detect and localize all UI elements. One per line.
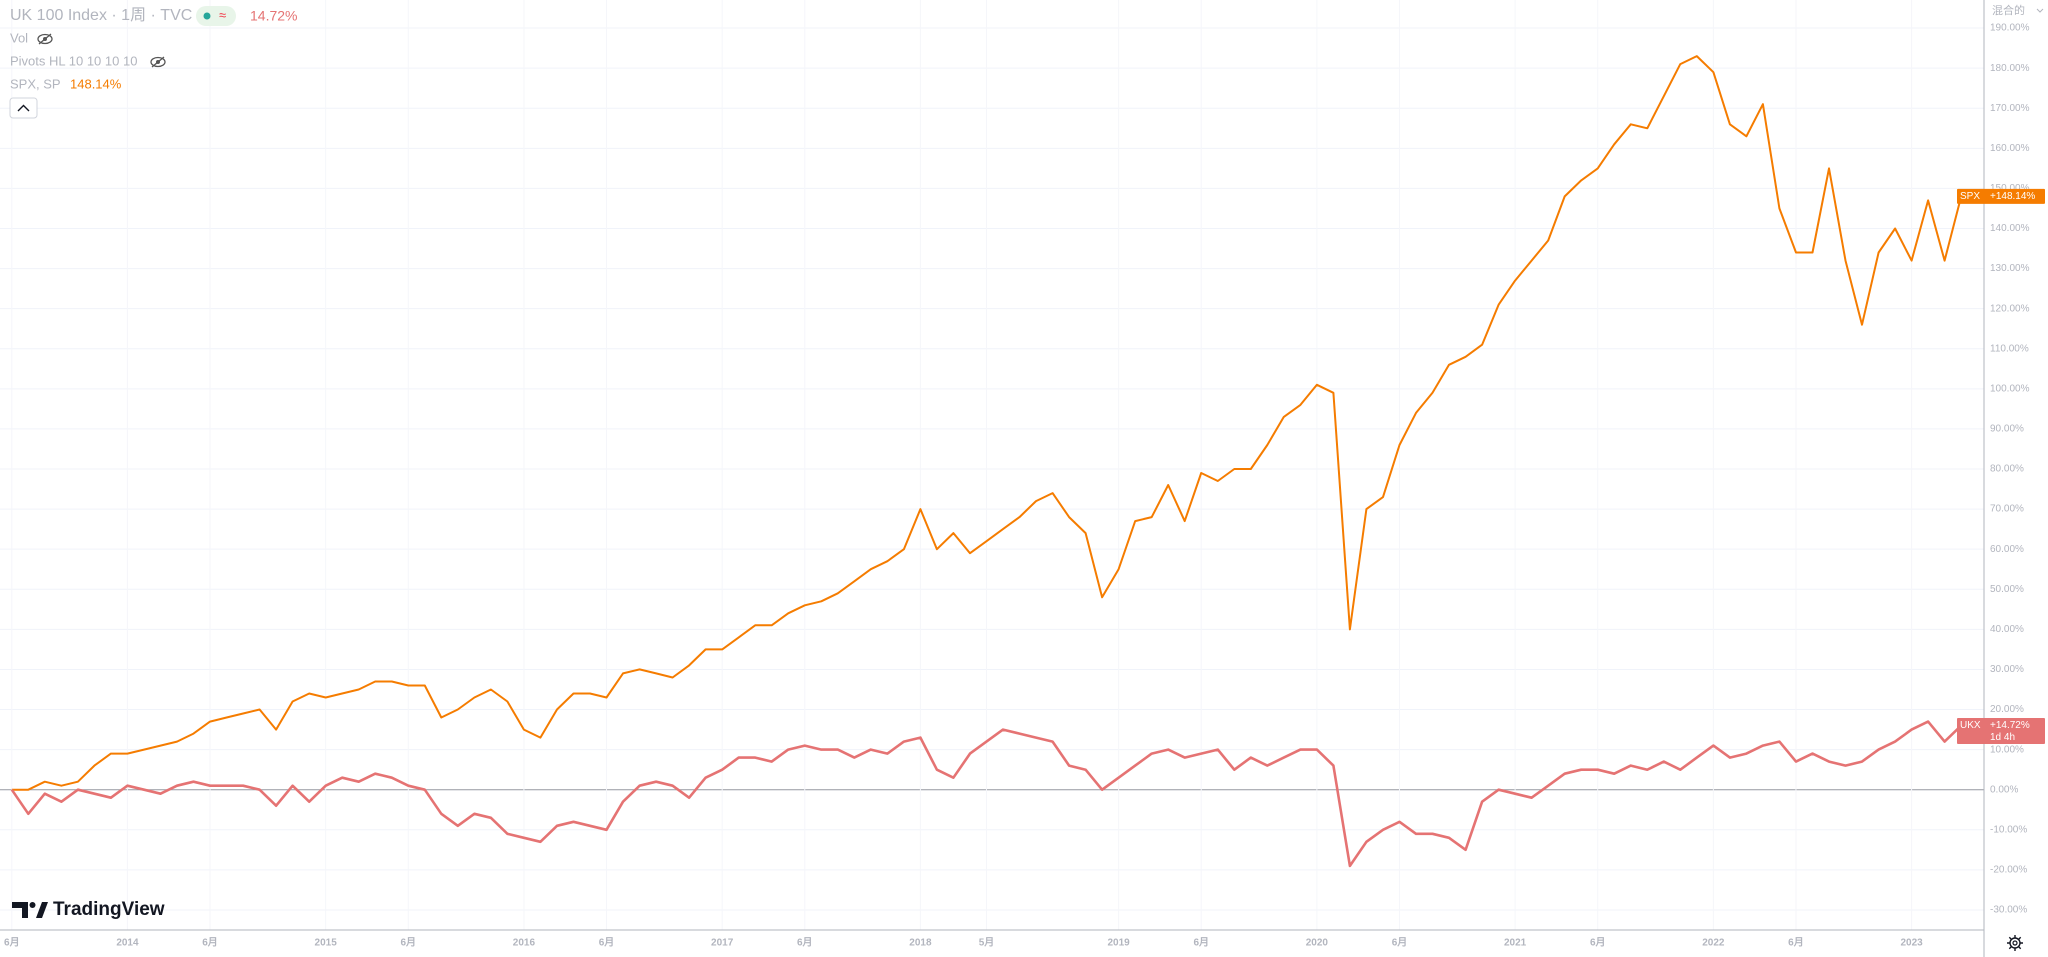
price-tag	[1957, 188, 2045, 204]
price-tag-countdown: 1d 4h	[1990, 732, 2015, 743]
series-line	[10, 720, 1963, 868]
symbol-title[interactable]: UK 100 Index · 1周 · TVC	[10, 7, 192, 24]
brand-logo[interactable]: TradingView	[12, 899, 165, 920]
time-axis: 6月 2014 6月 2015 6月 2016 6月 2017 6月 2018 5月 2019 6月 20…	[4, 937, 1923, 949]
market-status	[203, 12, 211, 20]
price-tag	[1957, 718, 2045, 745]
logo-dot	[29, 902, 36, 908]
x-tick-label: 2016	[513, 938, 536, 949]
y-tick-label: 100.00%	[1990, 383, 2030, 394]
price-axis: -30.00% -20.00% -10.00% 0.00% 10.00% 20.00% 30…	[1990, 23, 2030, 916]
y-tick-label: 190.00%	[1990, 23, 2030, 34]
y-tick-label: 130.00%	[1990, 263, 2030, 274]
price-tag-name: UKX	[1960, 720, 1981, 731]
y-tick-label: 170.00%	[1990, 103, 2030, 114]
series-line	[11, 55, 1963, 791]
x-tick-label: 2014	[116, 938, 139, 949]
price-tag-value: +148.14%	[1990, 191, 2035, 202]
y-tick-label: 120.00%	[1990, 303, 2030, 314]
y-tick-label: 180.00%	[1990, 63, 2030, 74]
x-tick-label: 6月	[1788, 937, 1804, 949]
y-tick-label: 0.00%	[1990, 784, 2018, 795]
y-tick-label: -30.00%	[1990, 905, 2027, 916]
settings-icon[interactable]	[2007, 935, 2023, 951]
x-tick-label: 6月	[797, 937, 813, 949]
hidden-eye-icon[interactable]	[150, 56, 166, 68]
y-tick-label: 70.00%	[1990, 504, 2024, 515]
compare-change: 148.14%	[70, 76, 122, 91]
price-tag-value: +14.72%	[1990, 720, 2030, 731]
collapse-button[interactable]	[9, 97, 38, 119]
brand-name: TradingView	[53, 899, 165, 920]
indicator-pivots[interactable]: Pivots HL 10 10 10 10	[10, 53, 137, 68]
x-tick-label: 2018	[909, 938, 932, 949]
y-tick-label: 40.00%	[1990, 624, 2024, 635]
y-tick-label: -10.00%	[1990, 824, 2027, 835]
x-tick-label: 6月	[1392, 937, 1408, 949]
price-tags: SPX +148.14% UKX +14.72%1d 4h	[1957, 188, 2045, 745]
compare-symbol[interactable]: SPX, SP	[10, 76, 61, 91]
y-tick-label: 60.00%	[1990, 544, 2024, 555]
x-tick-label: 2017	[711, 938, 734, 949]
y-tick-label: 90.00%	[1990, 424, 2024, 435]
x-tick-label: 2022	[1702, 938, 1725, 949]
x-tick-label: 2020	[1306, 938, 1329, 949]
x-tick-label: 2021	[1504, 938, 1527, 949]
grid	[0, 27, 1984, 911]
y-tick-label: 80.00%	[1990, 464, 2024, 475]
logo-slash	[36, 902, 48, 918]
x-tick-label: 5月	[979, 937, 995, 949]
y-tick-label: 160.00%	[1990, 143, 2030, 154]
scale-mode[interactable]: 混合的	[1992, 3, 2025, 17]
x-tick-label: 6月	[4, 937, 20, 949]
y-tick-label: 150.00%	[1990, 183, 2030, 194]
x-tick-label: 2015	[315, 938, 338, 949]
y-tick-label: 10.00%	[1990, 744, 2024, 755]
y-tick-label: -20.00%	[1990, 865, 2027, 876]
x-tick-label: 2019	[1108, 938, 1131, 949]
x-tick-label: 2023	[1900, 938, 1923, 949]
delay-icon: ≈	[219, 7, 226, 22]
price-tag-name: SPX	[1960, 191, 1980, 202]
x-tick-label: 6月	[400, 937, 416, 949]
logo-mark	[12, 902, 28, 918]
hidden-eye-icon[interactable]	[37, 33, 53, 45]
y-tick-label: 30.00%	[1990, 664, 2024, 675]
indicator-vol[interactable]: Vol	[10, 30, 28, 45]
symbol-change: 14.72%	[250, 8, 297, 24]
y-tick-label: 140.00%	[1990, 223, 2030, 234]
x-tick-label: 6月	[1193, 937, 1209, 949]
y-tick-label: 110.00%	[1990, 343, 2029, 354]
x-tick-label: 6月	[599, 937, 615, 949]
x-tick-label: 6月	[202, 937, 218, 949]
scale-mode-caret	[2036, 8, 2044, 13]
y-tick-label: 50.00%	[1990, 584, 2024, 595]
status-pill	[196, 6, 236, 26]
y-tick-label: 20.00%	[1990, 704, 2024, 715]
plot	[10, 55, 1963, 868]
collapse-icon	[17, 104, 30, 112]
x-tick-label: 6月	[1590, 937, 1606, 949]
